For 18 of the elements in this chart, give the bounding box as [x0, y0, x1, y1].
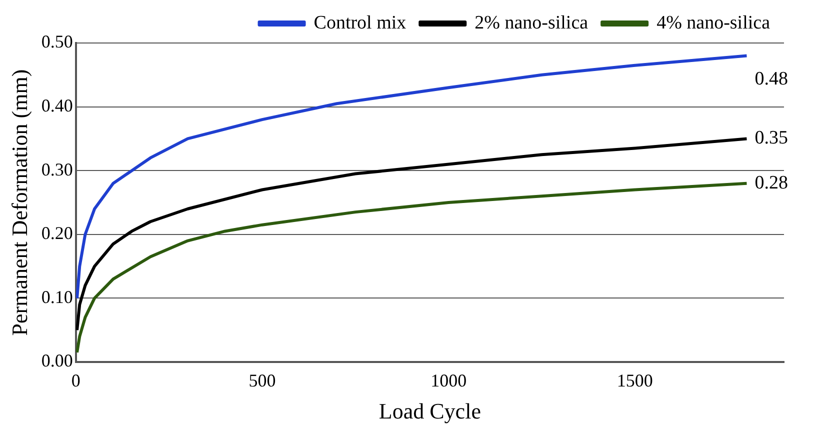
legend-label: 2% nano-silica: [474, 12, 589, 34]
x-axis-title: Load Cycle: [378, 398, 481, 424]
y-tick-label: 0.00: [41, 350, 73, 371]
x-tick-label: 0: [71, 370, 80, 391]
y-axis-title: Permanent Deformation (mm): [6, 69, 32, 336]
y-tick-label: 0.10: [41, 286, 73, 307]
y-tick-label: 0.40: [41, 96, 73, 116]
y-tick-label: 0.20: [41, 223, 73, 244]
x-tick-label: 1500: [616, 370, 653, 391]
data-label: 0.48: [754, 68, 788, 90]
legend-label: 4% nano-silica: [656, 12, 771, 34]
y-tick-label: 0.50: [41, 32, 73, 52]
data-label: 0.35: [754, 128, 788, 149]
data-label: 0.28: [754, 172, 788, 194]
x-tick-label: 500: [248, 370, 276, 391]
x-tick-label: 1000: [430, 370, 467, 391]
y-tick-label: 0.30: [41, 159, 73, 180]
legend-label: Control mix: [314, 12, 407, 34]
